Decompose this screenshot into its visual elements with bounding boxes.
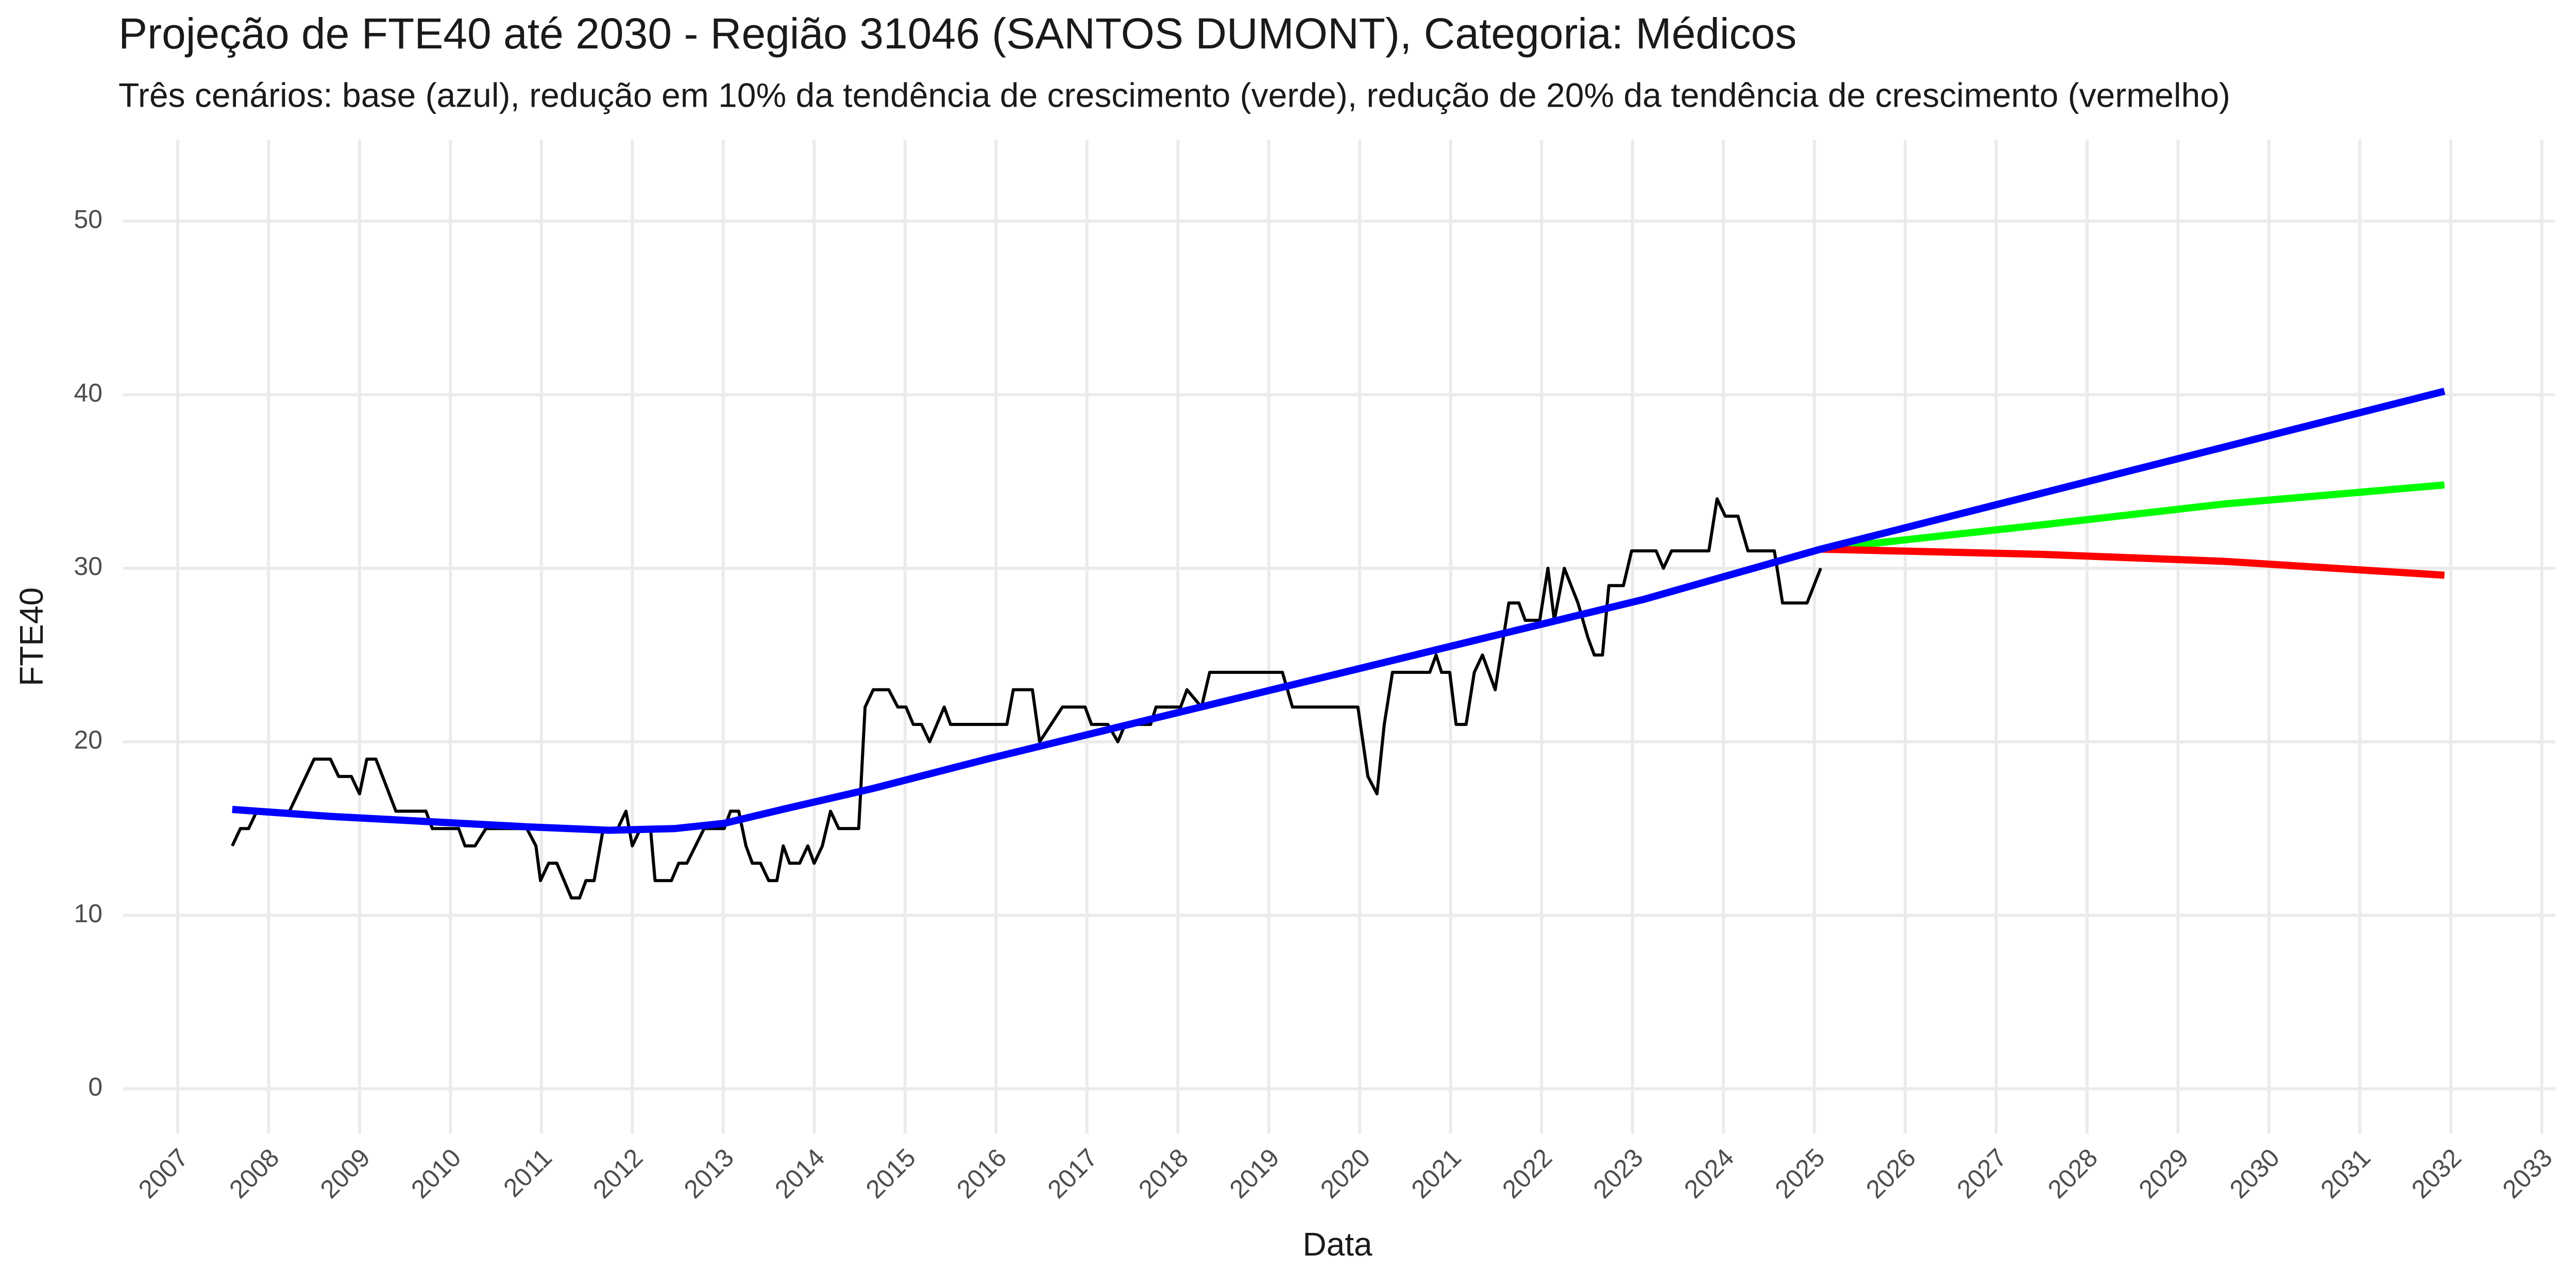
y-tick-label: 0 bbox=[88, 1073, 103, 1101]
y-axis-title: FTE40 bbox=[13, 587, 50, 686]
data-line bbox=[1820, 545, 2445, 579]
x-axis-title: Data bbox=[1302, 1226, 1372, 1263]
y-tick-label: 20 bbox=[74, 725, 103, 754]
y-tick-label: 30 bbox=[74, 552, 103, 581]
data-line bbox=[1820, 481, 2445, 553]
y-tick-label: 10 bbox=[74, 899, 103, 928]
plot-area bbox=[231, 387, 2446, 900]
y-tick-label: 50 bbox=[74, 205, 103, 234]
chart-title: Projeção de FTE40 até 2030 - Região 3104… bbox=[118, 9, 1797, 58]
chart-subtitle: Três cenários: base (azul), redução em 1… bbox=[118, 76, 2230, 114]
y-tick-label: 40 bbox=[74, 378, 103, 407]
data-line bbox=[232, 387, 2446, 834]
